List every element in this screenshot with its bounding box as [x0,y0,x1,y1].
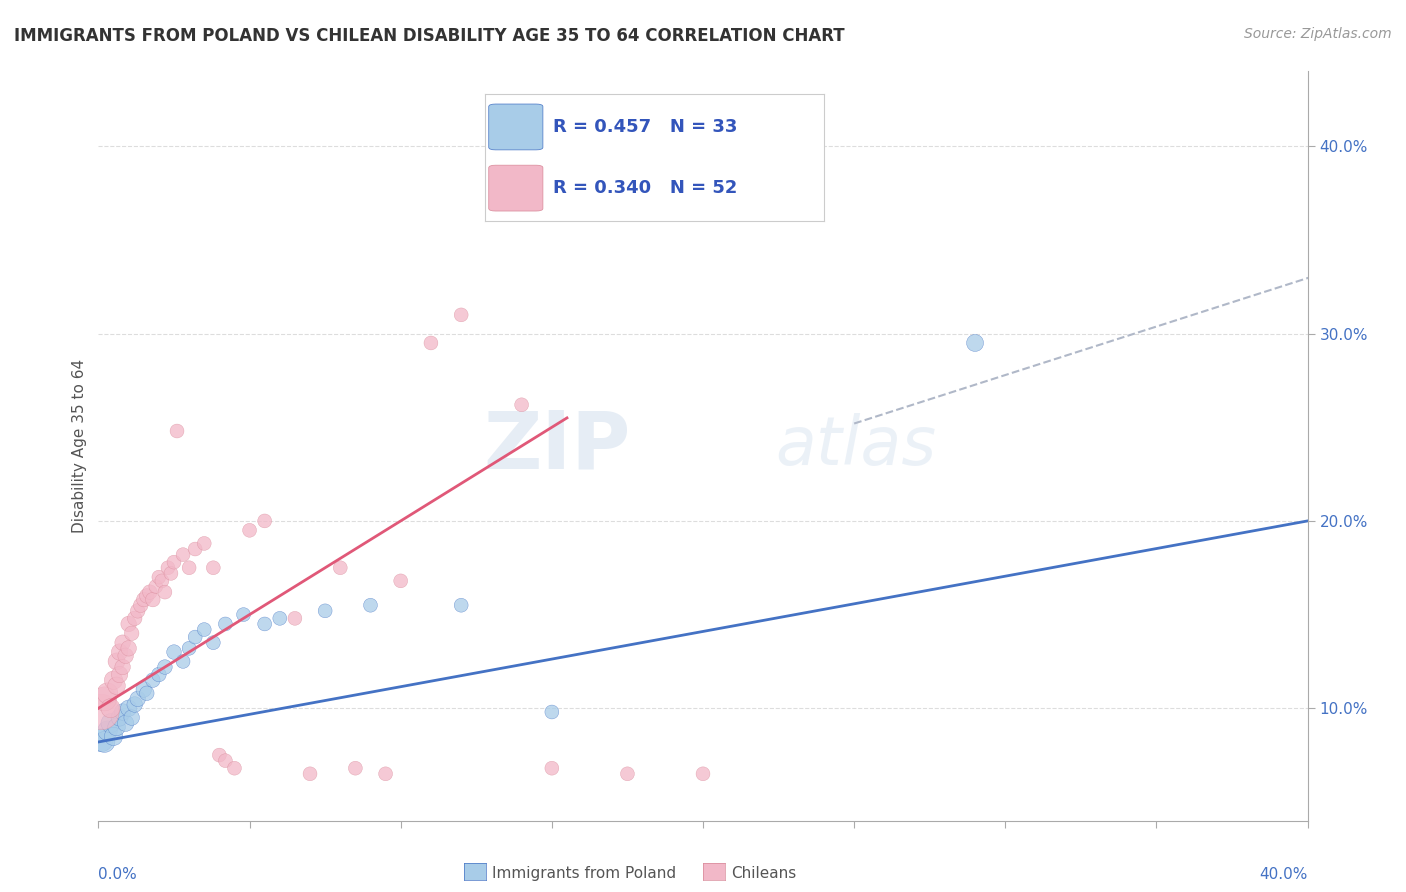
Point [90,705,112,719]
Point [111,705,134,719]
Text: 0.0%: 0.0% [98,867,138,882]
Point [224,761,246,775]
Point [105,655,128,669]
Point [284,611,307,625]
Point [142,592,165,607]
Point [111,660,134,674]
Point [214,617,236,632]
Point [153,660,176,674]
Point [118,701,141,715]
Point [389,574,412,588]
Point [145,580,167,594]
Point [232,607,254,622]
Point [121,626,143,640]
Text: atlas: atlas [776,413,936,479]
Point [139,585,162,599]
Point [269,611,291,625]
Point [124,698,146,712]
Point [121,710,143,724]
Point [108,645,131,659]
Point [193,536,215,550]
Point [103,730,125,744]
Point [314,604,336,618]
Point [253,617,276,632]
Point [179,641,201,656]
Point [202,561,225,575]
Point [132,592,155,607]
Point [540,761,562,775]
Point [163,555,186,569]
Point [127,692,149,706]
Point [374,767,396,781]
Text: ZIP: ZIP [484,407,630,485]
Point [202,635,225,649]
Point [179,561,201,575]
Point [114,648,136,663]
Point [184,630,207,644]
Point [166,424,188,438]
Text: IMMIGRANTS FROM POLAND VS CHILEAN DISABILITY AGE 35 TO 64 CORRELATION CHART: IMMIGRANTS FROM POLAND VS CHILEAN DISABI… [14,27,845,45]
Point [118,617,141,632]
Text: Chileans: Chileans [731,866,796,880]
Point [108,667,131,681]
Point [153,585,176,599]
Point [150,574,173,588]
Point [111,635,134,649]
Point [360,599,382,613]
Text: 40.0%: 40.0% [1260,867,1308,882]
Point [208,747,231,762]
Point [172,655,194,669]
Text: Source: ZipAtlas.com: Source: ZipAtlas.com [1244,27,1392,41]
Point [214,754,236,768]
Point [105,720,128,734]
Y-axis label: Disability Age 35 to 64: Disability Age 35 to 64 [72,359,87,533]
Point [239,523,262,537]
Text: Immigrants from Poland: Immigrants from Poland [492,866,676,880]
Point [135,589,157,603]
Point [96,723,118,738]
Point [184,542,207,557]
Point [616,767,638,781]
Point [163,645,186,659]
Point [135,686,157,700]
Point [160,566,183,581]
Point [93,692,115,706]
Point [450,599,472,613]
Point [420,336,443,351]
Point [692,767,714,781]
Point [103,673,125,688]
Point [344,761,367,775]
Point [299,767,322,781]
Point [193,623,215,637]
Point [118,641,141,656]
Point [96,686,118,700]
Point [142,673,165,688]
Point [148,570,170,584]
Point [156,561,179,575]
Point [132,682,155,697]
Point [510,398,533,412]
Point [90,733,112,747]
Point [172,548,194,562]
Point [253,514,276,528]
Point [965,336,987,351]
Point [127,604,149,618]
Point [93,735,115,749]
Point [329,561,352,575]
Point [100,716,122,731]
Point [148,667,170,681]
Point [129,599,152,613]
Point [105,679,128,693]
Point [124,611,146,625]
Point [114,716,136,731]
Point [108,710,131,724]
Point [450,308,472,322]
Point [540,705,562,719]
Point [100,701,122,715]
